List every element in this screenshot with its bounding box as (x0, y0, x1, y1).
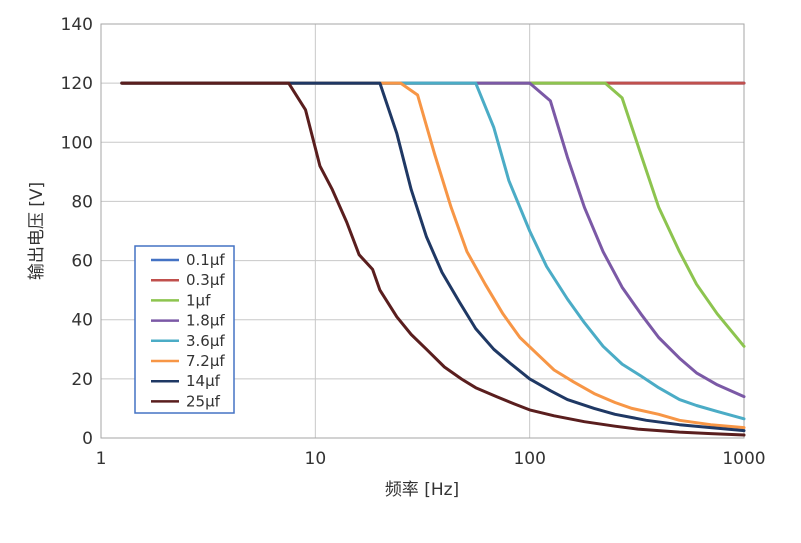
legend-label: 1μf (186, 291, 211, 309)
legend-label: 0.1μf (186, 251, 225, 269)
legend-label: 1.8μf (186, 312, 225, 330)
legend-label: 25μf (186, 392, 221, 410)
x-tick-label: 10 (305, 449, 327, 469)
legend-label: 0.3μf (186, 271, 225, 289)
y-tick-label: 140 (61, 15, 93, 35)
series-lines (120, 81, 746, 437)
y-tick-label: 0 (82, 429, 93, 449)
y-tick-label: 120 (61, 74, 93, 94)
x-tick-label: 1000 (722, 449, 765, 469)
legend-label: 3.6μf (186, 332, 225, 350)
series-line-2 (120, 81, 746, 348)
y-tick-label: 20 (71, 370, 93, 390)
plot-area-frame (100, 23, 745, 439)
legend-items: 0.1μf 0.3μf 1μf 1.8μf 3.6μf 7.2μf 14μf 25μf (151, 251, 225, 410)
x-tick-label: 100 (513, 449, 545, 469)
series-line-7 (120, 81, 746, 437)
series-line-4 (120, 81, 746, 421)
x-tick-label: 1 (96, 449, 107, 469)
legend-label: 14μf (186, 372, 221, 390)
y-axis-title: 输出电压 [V] (27, 182, 47, 280)
series-line-3 (120, 81, 746, 399)
y-tick-label: 80 (71, 192, 93, 212)
y-tick-label: 60 (71, 252, 93, 272)
y-axis-ticks: 0 20 40 60 80 100 120 140 (61, 15, 93, 449)
legend-label: 7.2μf (186, 352, 225, 370)
y-tick-label: 40 (71, 311, 93, 331)
legend-box (134, 245, 235, 414)
x-axis-title: 频率 [Hz] (385, 480, 459, 500)
series-line-5 (120, 81, 746, 430)
y-tick-label: 100 (61, 133, 93, 153)
x-axis-ticks: 1 10 100 1000 (96, 449, 766, 469)
series-line-6 (120, 81, 746, 433)
legend: 0.1μf 0.3μf 1μf 1.8μf 3.6μf 7.2μf 14μf 25μf (134, 245, 235, 414)
